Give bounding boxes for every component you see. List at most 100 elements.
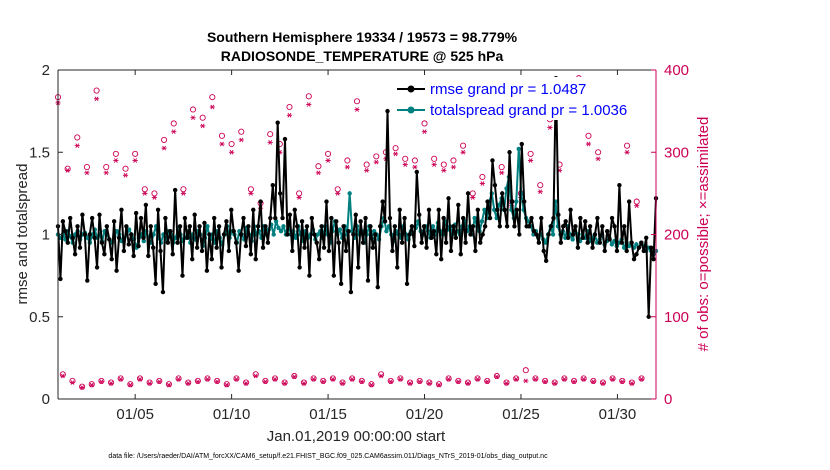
rmse-point [636, 245, 642, 250]
obs-assimilated-point [547, 125, 553, 130]
rmse-point [497, 224, 502, 229]
rmse-point [526, 224, 532, 229]
rmse-point [451, 224, 456, 229]
obs-possible-point [368, 381, 375, 388]
rmse-point [634, 252, 639, 257]
obs-assimilated-point [127, 382, 133, 388]
rmse-point [439, 256, 444, 262]
obs-possible-point [402, 155, 409, 162]
rmse-point [192, 212, 197, 217]
rmse-point [165, 240, 171, 245]
obs-possible-point [315, 163, 322, 170]
totalspread-point [621, 245, 627, 250]
rmse-point [407, 232, 412, 237]
obs-assimilated-point [503, 381, 510, 386]
obs-assimilated-point [195, 379, 201, 385]
obs-assimilated-point [590, 379, 596, 385]
y-tick-label-left: 0.5 [29, 309, 50, 326]
data-file-footer: data file: /Users/raeder/DAI/ATM_forcXX/… [108, 453, 548, 460]
obs-possible-point [325, 150, 332, 157]
rmse-point [360, 240, 366, 245]
rmse-point [131, 253, 136, 259]
rmse-point [321, 245, 327, 250]
obs-assimilated-point [523, 378, 529, 384]
rmse-point [590, 245, 595, 250]
rmse-point [111, 219, 117, 224]
rmse-point [80, 212, 85, 217]
rmse-point [255, 224, 261, 229]
x-tick-label: 01/20 [406, 406, 444, 423]
obs-assimilated-point [185, 381, 191, 386]
obs-possible-point [223, 381, 230, 388]
obs-assimilated-point [200, 123, 206, 129]
totalspread-point [273, 219, 279, 224]
obs-possible-point [416, 377, 423, 384]
totalspread-point [634, 242, 639, 247]
rmse-point [77, 245, 83, 250]
obs-assimilated-point [619, 379, 625, 385]
obs-possible-point [69, 377, 76, 384]
obs-assimilated-point [161, 145, 167, 151]
obs-possible-point [464, 379, 471, 386]
obs-possible-point [281, 379, 288, 386]
rmse-point [287, 212, 293, 217]
obs-possible-point [527, 150, 534, 157]
rmse-point [202, 220, 207, 226]
obs-possible-point [440, 161, 447, 168]
totalspread-point [479, 219, 485, 224]
rmse-point [399, 240, 405, 245]
rmse-point [138, 215, 144, 221]
obs-assimilated-point [306, 102, 312, 107]
obs-assimilated-point [397, 376, 404, 382]
rmse-point [470, 224, 476, 229]
obs-possible-point [329, 375, 336, 382]
obs-possible-point [107, 379, 115, 386]
obs-possible-point [146, 379, 153, 386]
obs-possible-point [561, 375, 568, 382]
obs-assimilated-point [431, 162, 437, 167]
obs-assimilated-series [55, 84, 645, 390]
rmse-point [368, 224, 373, 229]
rmse-point [97, 212, 102, 217]
rmse-point [102, 252, 107, 257]
obs-possible-point [570, 377, 578, 384]
rmse-point [453, 235, 459, 240]
rmse-point [624, 248, 629, 254]
obs-possible-point [204, 375, 211, 382]
obs-possible-point [609, 375, 616, 382]
rmse-point [651, 256, 656, 262]
rmse-point [319, 224, 324, 229]
rmse-point [551, 215, 556, 221]
legend-rmse-label: rmse grand pr = 1.0487 [430, 81, 586, 98]
obs-possible-point [426, 379, 433, 386]
rmse-point [519, 141, 524, 147]
obs-assimilated-point [166, 382, 172, 388]
rmse-point [141, 235, 146, 240]
obs-assimilated-point [262, 379, 268, 385]
rmse-point [475, 207, 481, 213]
rmse-point [575, 245, 581, 250]
obs-possible-point [363, 161, 370, 168]
rmse-point [251, 207, 256, 213]
rmse-point [387, 215, 393, 221]
rmse-point [75, 224, 80, 229]
obs-assimilated-point [349, 376, 355, 382]
rmse-point [622, 224, 627, 229]
obs-assimilated-point [233, 376, 240, 382]
rmse-point [263, 224, 268, 229]
rmse-point [170, 252, 175, 257]
x-tick-label: 01/30 [599, 406, 637, 423]
obs-assimilated-point [581, 376, 587, 382]
obs-assimilated-point [417, 379, 423, 385]
rmse-point [160, 289, 166, 295]
obs-assimilated-point [470, 195, 476, 200]
obs-possible-point [156, 377, 163, 384]
rmse-point [82, 232, 88, 237]
rmse-point [126, 242, 131, 247]
y-tick-label-left: 1.5 [29, 144, 50, 161]
rmse-point [543, 258, 549, 264]
rmse-point [290, 248, 295, 254]
rmse-point [119, 207, 124, 213]
rmse-point [585, 240, 590, 245]
obs-assimilated-point [484, 379, 490, 385]
